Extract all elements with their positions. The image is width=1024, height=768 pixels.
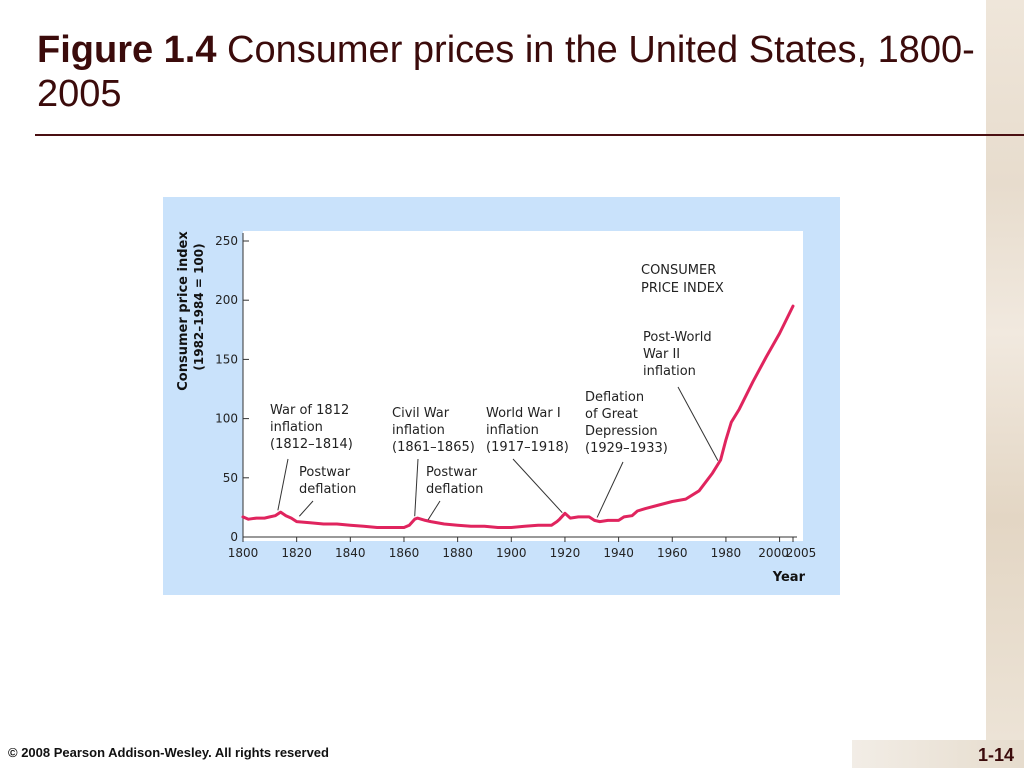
annotation-war1812: War of 1812 (270, 403, 349, 418)
annotation-ww2: inflation (643, 364, 696, 379)
annotation-civilwar: inflation (392, 423, 445, 438)
y-tick-label: 0 (230, 530, 238, 544)
annotation-postwar2: deflation (426, 482, 483, 497)
annotation-ww1: World War I (486, 406, 561, 421)
series-line-cpi (241, 304, 795, 529)
title-divider (35, 134, 1024, 136)
x-tick-label: 1860 (389, 546, 420, 560)
x-tick-label: 1820 (281, 546, 312, 560)
y-tick-label: 100 (215, 412, 238, 426)
annotation-postwar2: Postwar (426, 465, 478, 480)
annotation-war1812: (1812–1814) (270, 437, 353, 452)
annotation-depression: Depression (585, 424, 658, 439)
annotation-ww1: (1917–1918) (486, 440, 569, 455)
figure-number: Figure 1.4 (37, 29, 217, 71)
ylabel-line1: Consumer price index (176, 231, 191, 391)
x-tick-label: 1840 (335, 546, 366, 560)
annotation-postwar1: Postwar (299, 465, 351, 480)
x-tick-label: 1880 (442, 546, 473, 560)
annotation-depression: of Great (585, 407, 638, 422)
annotation-leader-ww2 (677, 386, 719, 461)
annotation-ww1: inflation (486, 423, 539, 438)
annotation-ww2: Post-World (643, 330, 712, 345)
annotation-postwar1: deflation (299, 482, 356, 497)
legend-label-line1: CONSUMER (641, 263, 716, 278)
annotation-civilwar: (1861–1865) (392, 440, 475, 455)
ylabel-line2: (1982–1984 = 100) (192, 243, 206, 370)
x-tick-label: 1980 (711, 546, 742, 560)
x-tick-label: 1960 (657, 546, 688, 560)
slide-title: Figure 1.4 Consumer prices in the United… (37, 28, 977, 116)
x-tick-label: 2000 (758, 546, 789, 560)
side-texture-strip (986, 0, 1024, 740)
annotation-depression: (1929–1933) (585, 441, 668, 456)
annotation-depression: Deflation (585, 390, 644, 405)
legend-label-line2: PRICE INDEX (641, 281, 724, 296)
y-tick-label: 250 (215, 234, 238, 248)
x-tick-label: 2005 (786, 546, 817, 560)
annotation-leader-postwar1 (298, 500, 314, 517)
plot-area (243, 231, 803, 541)
page-number: 1-14 (977, 745, 1014, 765)
page-number-box: 1-14 (852, 740, 1024, 768)
cpi-chart: 0 50 100 150 200 250 1800 1820 1840 1860 1880 1900 1… (176, 231, 817, 585)
figure-caption: Consumer prices in the United States, 18… (37, 29, 975, 115)
annotation-war1812: inflation (270, 420, 323, 435)
copyright-footer: © 2008 Pearson Addison-Wesley. All right… (8, 745, 329, 760)
x-tick-label: 1900 (496, 546, 527, 560)
annotation-leader-postwar2 (427, 500, 441, 521)
x-tick-label: 1800 (228, 546, 259, 560)
annotation-ww2: War II (643, 347, 680, 362)
annotation-leader-depression (596, 461, 624, 518)
annotation-civilwar: Civil War (392, 406, 450, 421)
annotation-leader-civilwar (414, 458, 419, 517)
x-tick-label: 1920 (550, 546, 581, 560)
x-tick-label: 1940 (603, 546, 634, 560)
annotation-leader-ww1 (512, 458, 563, 514)
y-tick-label: 200 (215, 293, 238, 307)
chart-panel: 0 50 100 150 200 250 1800 1820 1840 1860 1880 1900 1… (163, 197, 840, 595)
xlabel: Year (772, 570, 806, 585)
y-tick-label: 150 (215, 352, 238, 366)
annotation-leader-war1812 (277, 458, 289, 511)
y-tick-label: 50 (223, 471, 238, 485)
